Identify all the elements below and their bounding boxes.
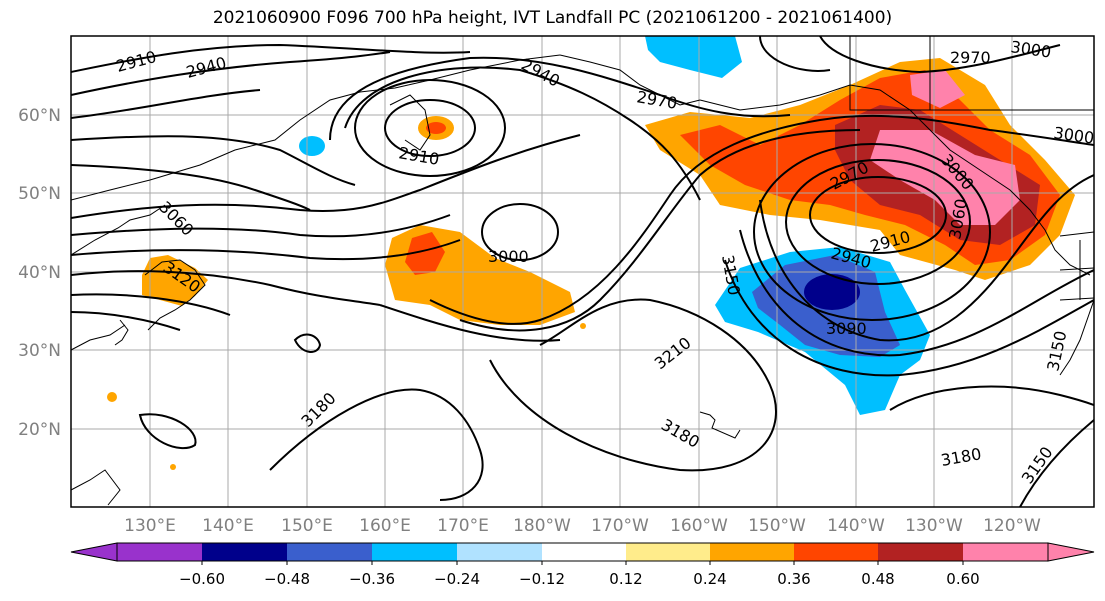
- colorbar-tick-label: −0.60: [179, 570, 225, 588]
- contour-label: 3180: [939, 444, 982, 470]
- latitude-labels: 60°N 50°N 40°N 30°N 20°N: [18, 106, 61, 440]
- positive-anomaly-region: [426, 122, 446, 134]
- colorbar-tick-label: 0.24: [693, 570, 726, 588]
- colorbar-segment: [710, 543, 794, 561]
- contour-label: 3210: [651, 333, 695, 373]
- positive-anomaly-region: [910, 70, 965, 108]
- lon-label: 170°E: [437, 516, 489, 536]
- lon-label: 150°W: [748, 516, 806, 536]
- contour-label: 2940: [184, 53, 228, 82]
- positive-anomaly-region: [405, 232, 445, 275]
- contour-label: 3000: [1009, 37, 1052, 61]
- negative-anomaly-region: [299, 136, 325, 156]
- lon-label: 150°E: [281, 516, 333, 536]
- lat-label: 20°N: [18, 420, 61, 440]
- contour-label: 2970: [635, 87, 678, 113]
- colorbar-tick-label: −0.24: [434, 570, 480, 588]
- lat-label: 50°N: [18, 184, 61, 204]
- map-frame: [70, 35, 1095, 508]
- contour-label: 3150: [1018, 443, 1057, 487]
- colorbar-segment: [202, 543, 287, 561]
- lon-label: 180°W: [513, 516, 571, 536]
- lat-label: 30°N: [18, 341, 61, 361]
- lon-label: 120°W: [983, 516, 1041, 536]
- colorbar-segment: [878, 543, 963, 561]
- height-contours: [71, 36, 1094, 507]
- colorbar-tick-label: 0.36: [777, 570, 810, 588]
- colorbar-segment: [542, 543, 626, 561]
- colorbar-tick-label: 0.12: [609, 570, 642, 588]
- colorbar-tick-label: −0.36: [349, 570, 395, 588]
- colorbar-tick-label: −0.12: [519, 570, 565, 588]
- contour-label: 2970: [950, 48, 991, 67]
- lat-label: 60°N: [18, 106, 61, 126]
- contour-label: 3060: [155, 197, 197, 239]
- longitude-labels: 130°E 140°E 150°E 160°E 170°E 180°W 170°…: [124, 516, 1041, 536]
- colorbar-tick-label: 0.60: [946, 570, 979, 588]
- colorbar-segment: [626, 543, 710, 561]
- negative-anomaly-region: [645, 36, 742, 78]
- colorbar-segment: [457, 543, 542, 561]
- contour-label: 3090: [826, 319, 867, 338]
- lon-label: 160°E: [359, 516, 411, 536]
- colorbar-arrow-right: [1047, 542, 1095, 562]
- map-title: 2021060900 F096 700 hPa height, IVT Land…: [212, 8, 893, 28]
- negative-anomaly-region: [804, 274, 860, 310]
- colorbar-segment: [372, 543, 457, 561]
- positive-anomaly-region: [107, 392, 117, 402]
- contour-label: 3150: [718, 253, 744, 296]
- contour-label: 3000: [1052, 123, 1095, 147]
- lon-label: 130°W: [905, 516, 963, 536]
- lon-label: 170°W: [591, 516, 649, 536]
- contour-label: 2910: [397, 143, 440, 169]
- contour-label: 2940: [518, 55, 563, 91]
- positive-anomaly-region: [580, 323, 586, 329]
- colorbar-arrow-left: [70, 542, 118, 562]
- colorbar-segment: [963, 543, 1048, 561]
- contour-label: 3000: [488, 247, 529, 266]
- colorbar: −0.60 −0.48 −0.36 −0.24 −0.12 0.12 0.24 …: [70, 542, 1095, 588]
- graticule: [71, 36, 1094, 507]
- colorbar-segment: [117, 543, 202, 561]
- colorbar-tick-label: 0.48: [861, 570, 894, 588]
- lon-label: 140°E: [202, 516, 254, 536]
- contour-label: 3180: [297, 389, 339, 431]
- colorbar-tick-label: −0.48: [264, 570, 310, 588]
- coastlines: [71, 36, 1094, 506]
- contour-label: 2910: [114, 47, 158, 76]
- colorbar-segment: [794, 543, 878, 561]
- contour-label: 3180: [658, 415, 703, 452]
- positive-anomaly-region: [170, 464, 176, 470]
- lat-label: 40°N: [18, 263, 61, 283]
- lon-label: 130°E: [124, 516, 176, 536]
- lon-label: 140°W: [827, 516, 885, 536]
- colorbar-segment: [287, 543, 372, 561]
- lon-label: 160°W: [670, 516, 728, 536]
